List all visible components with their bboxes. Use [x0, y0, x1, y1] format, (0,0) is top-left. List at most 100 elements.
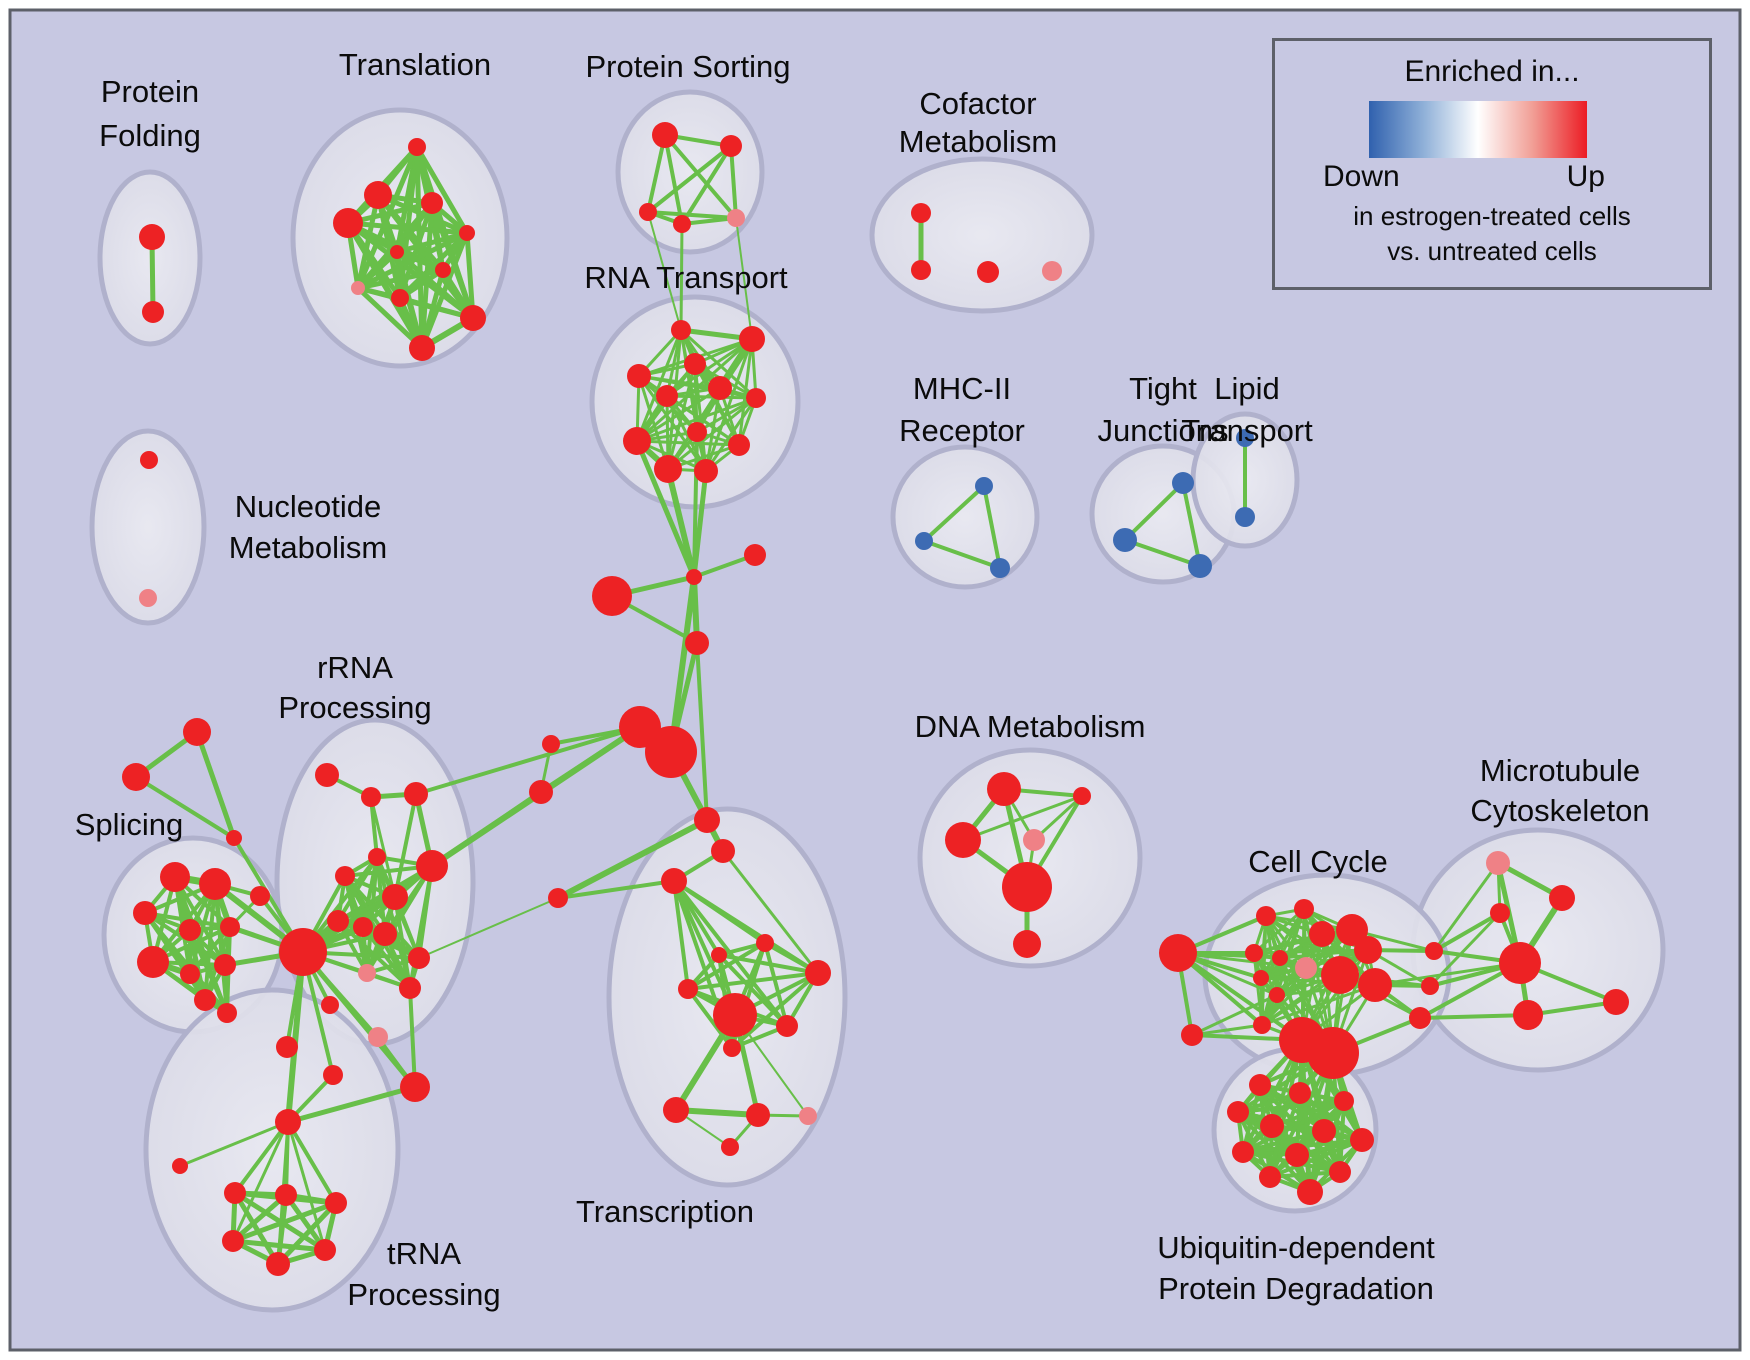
node-tn9[interactable] [746, 1103, 770, 1127]
node-t7[interactable] [435, 262, 451, 278]
node-cc8[interactable] [1253, 970, 1269, 986]
node-d3[interactable] [945, 822, 981, 858]
node-r18[interactable] [276, 1036, 298, 1058]
node-s9[interactable] [194, 989, 216, 1011]
node-tn7[interactable] [723, 1039, 741, 1057]
node-cc3[interactable] [1309, 921, 1335, 947]
node-ps5[interactable] [727, 209, 745, 227]
node-rt6[interactable] [708, 376, 732, 400]
node-s5[interactable] [220, 917, 240, 937]
node-ccp[interactable] [1295, 957, 1317, 979]
node-cc2[interactable] [1294, 899, 1314, 919]
node-tri3[interactable] [226, 830, 242, 846]
node-cclb[interactable] [1181, 1024, 1203, 1046]
node-t10[interactable] [460, 305, 486, 331]
node-rt1[interactable] [671, 320, 691, 340]
node-m2[interactable] [915, 532, 933, 550]
node-tn3[interactable] [711, 947, 727, 963]
node-u1[interactable] [1249, 1074, 1271, 1096]
node-l2[interactable] [1235, 507, 1255, 527]
node-sl2[interactable] [529, 780, 553, 804]
node-s6[interactable] [137, 946, 169, 978]
node-r14[interactable] [321, 996, 339, 1014]
node-rt2[interactable] [739, 326, 765, 352]
node-cc4[interactable] [1336, 914, 1368, 946]
node-s11[interactable] [250, 886, 270, 906]
node-sl1[interactable] [542, 735, 560, 753]
node-r6[interactable] [335, 866, 355, 886]
node-rt12[interactable] [694, 459, 718, 483]
node-g1[interactable] [1172, 472, 1194, 494]
node-h2[interactable] [645, 726, 697, 778]
node-tm1[interactable] [224, 1182, 246, 1204]
node-s7[interactable] [180, 964, 200, 984]
node-r4[interactable] [368, 848, 386, 866]
node-d6[interactable] [1013, 930, 1041, 958]
node-thub[interactable] [713, 993, 757, 1037]
node-cch2[interactable] [1307, 1027, 1359, 1079]
node-rt11[interactable] [654, 455, 682, 483]
node-cc5[interactable] [1245, 944, 1263, 962]
node-rt4[interactable] [627, 364, 651, 388]
node-cc11[interactable] [1358, 968, 1392, 1002]
node-rt9[interactable] [623, 427, 651, 455]
node-t8[interactable] [351, 281, 365, 295]
node-s3[interactable] [133, 901, 157, 925]
node-tn11[interactable] [721, 1138, 739, 1156]
node-j1[interactable] [686, 569, 702, 585]
node-t11[interactable] [409, 335, 435, 361]
node-s2[interactable] [199, 868, 231, 900]
node-r8[interactable] [327, 910, 349, 932]
node-mt1[interactable] [1549, 885, 1575, 911]
node-r13[interactable] [399, 977, 421, 999]
node-r7[interactable] [382, 884, 408, 910]
node-u6[interactable] [1312, 1119, 1336, 1143]
node-rhub[interactable] [279, 928, 327, 976]
node-rt3[interactable] [684, 353, 706, 375]
node-u7[interactable] [1350, 1128, 1374, 1152]
node-u4[interactable] [1227, 1101, 1249, 1123]
node-nu1[interactable] [140, 451, 158, 469]
node-tn10[interactable] [799, 1107, 817, 1125]
node-r10[interactable] [373, 922, 397, 946]
node-tn1[interactable] [661, 868, 687, 894]
node-rt7[interactable] [746, 388, 766, 408]
node-r2[interactable] [361, 787, 381, 807]
node-tm2[interactable] [275, 1184, 297, 1206]
node-g2[interactable] [1113, 528, 1137, 552]
node-ccl[interactable] [1159, 934, 1197, 972]
node-ps4[interactable] [673, 215, 691, 233]
node-pf2[interactable] [142, 301, 164, 323]
node-pf1[interactable] [139, 224, 165, 250]
node-s10[interactable] [217, 1003, 237, 1023]
node-d4[interactable] [1023, 829, 1045, 851]
node-tm5[interactable] [314, 1239, 336, 1261]
node-c1[interactable] [911, 203, 931, 223]
node-tn8[interactable] [663, 1097, 689, 1123]
node-c4[interactable] [1042, 261, 1062, 281]
node-u3[interactable] [1334, 1091, 1354, 1111]
node-ps3[interactable] [639, 203, 657, 221]
node-cc6[interactable] [1272, 950, 1288, 966]
node-cr2[interactable] [1421, 977, 1439, 995]
node-s4[interactable] [179, 919, 201, 941]
node-t6[interactable] [390, 245, 404, 259]
node-tri2[interactable] [122, 763, 150, 791]
node-rt5[interactable] [656, 385, 678, 407]
node-g3[interactable] [1188, 554, 1212, 578]
node-nu2[interactable] [139, 589, 157, 607]
node-r12[interactable] [358, 964, 376, 982]
node-r9[interactable] [353, 917, 373, 937]
node-tm4[interactable] [222, 1230, 244, 1252]
node-ps2[interactable] [720, 135, 742, 157]
node-m1[interactable] [975, 477, 993, 495]
node-tt1[interactable] [694, 807, 720, 833]
node-r3[interactable] [404, 782, 428, 806]
node-tl[interactable] [548, 888, 568, 908]
node-r16[interactable] [400, 1072, 430, 1102]
node-u5[interactable] [1260, 1114, 1284, 1138]
node-l1[interactable] [1236, 429, 1254, 447]
node-u11[interactable] [1329, 1161, 1351, 1183]
node-s1[interactable] [160, 862, 190, 892]
